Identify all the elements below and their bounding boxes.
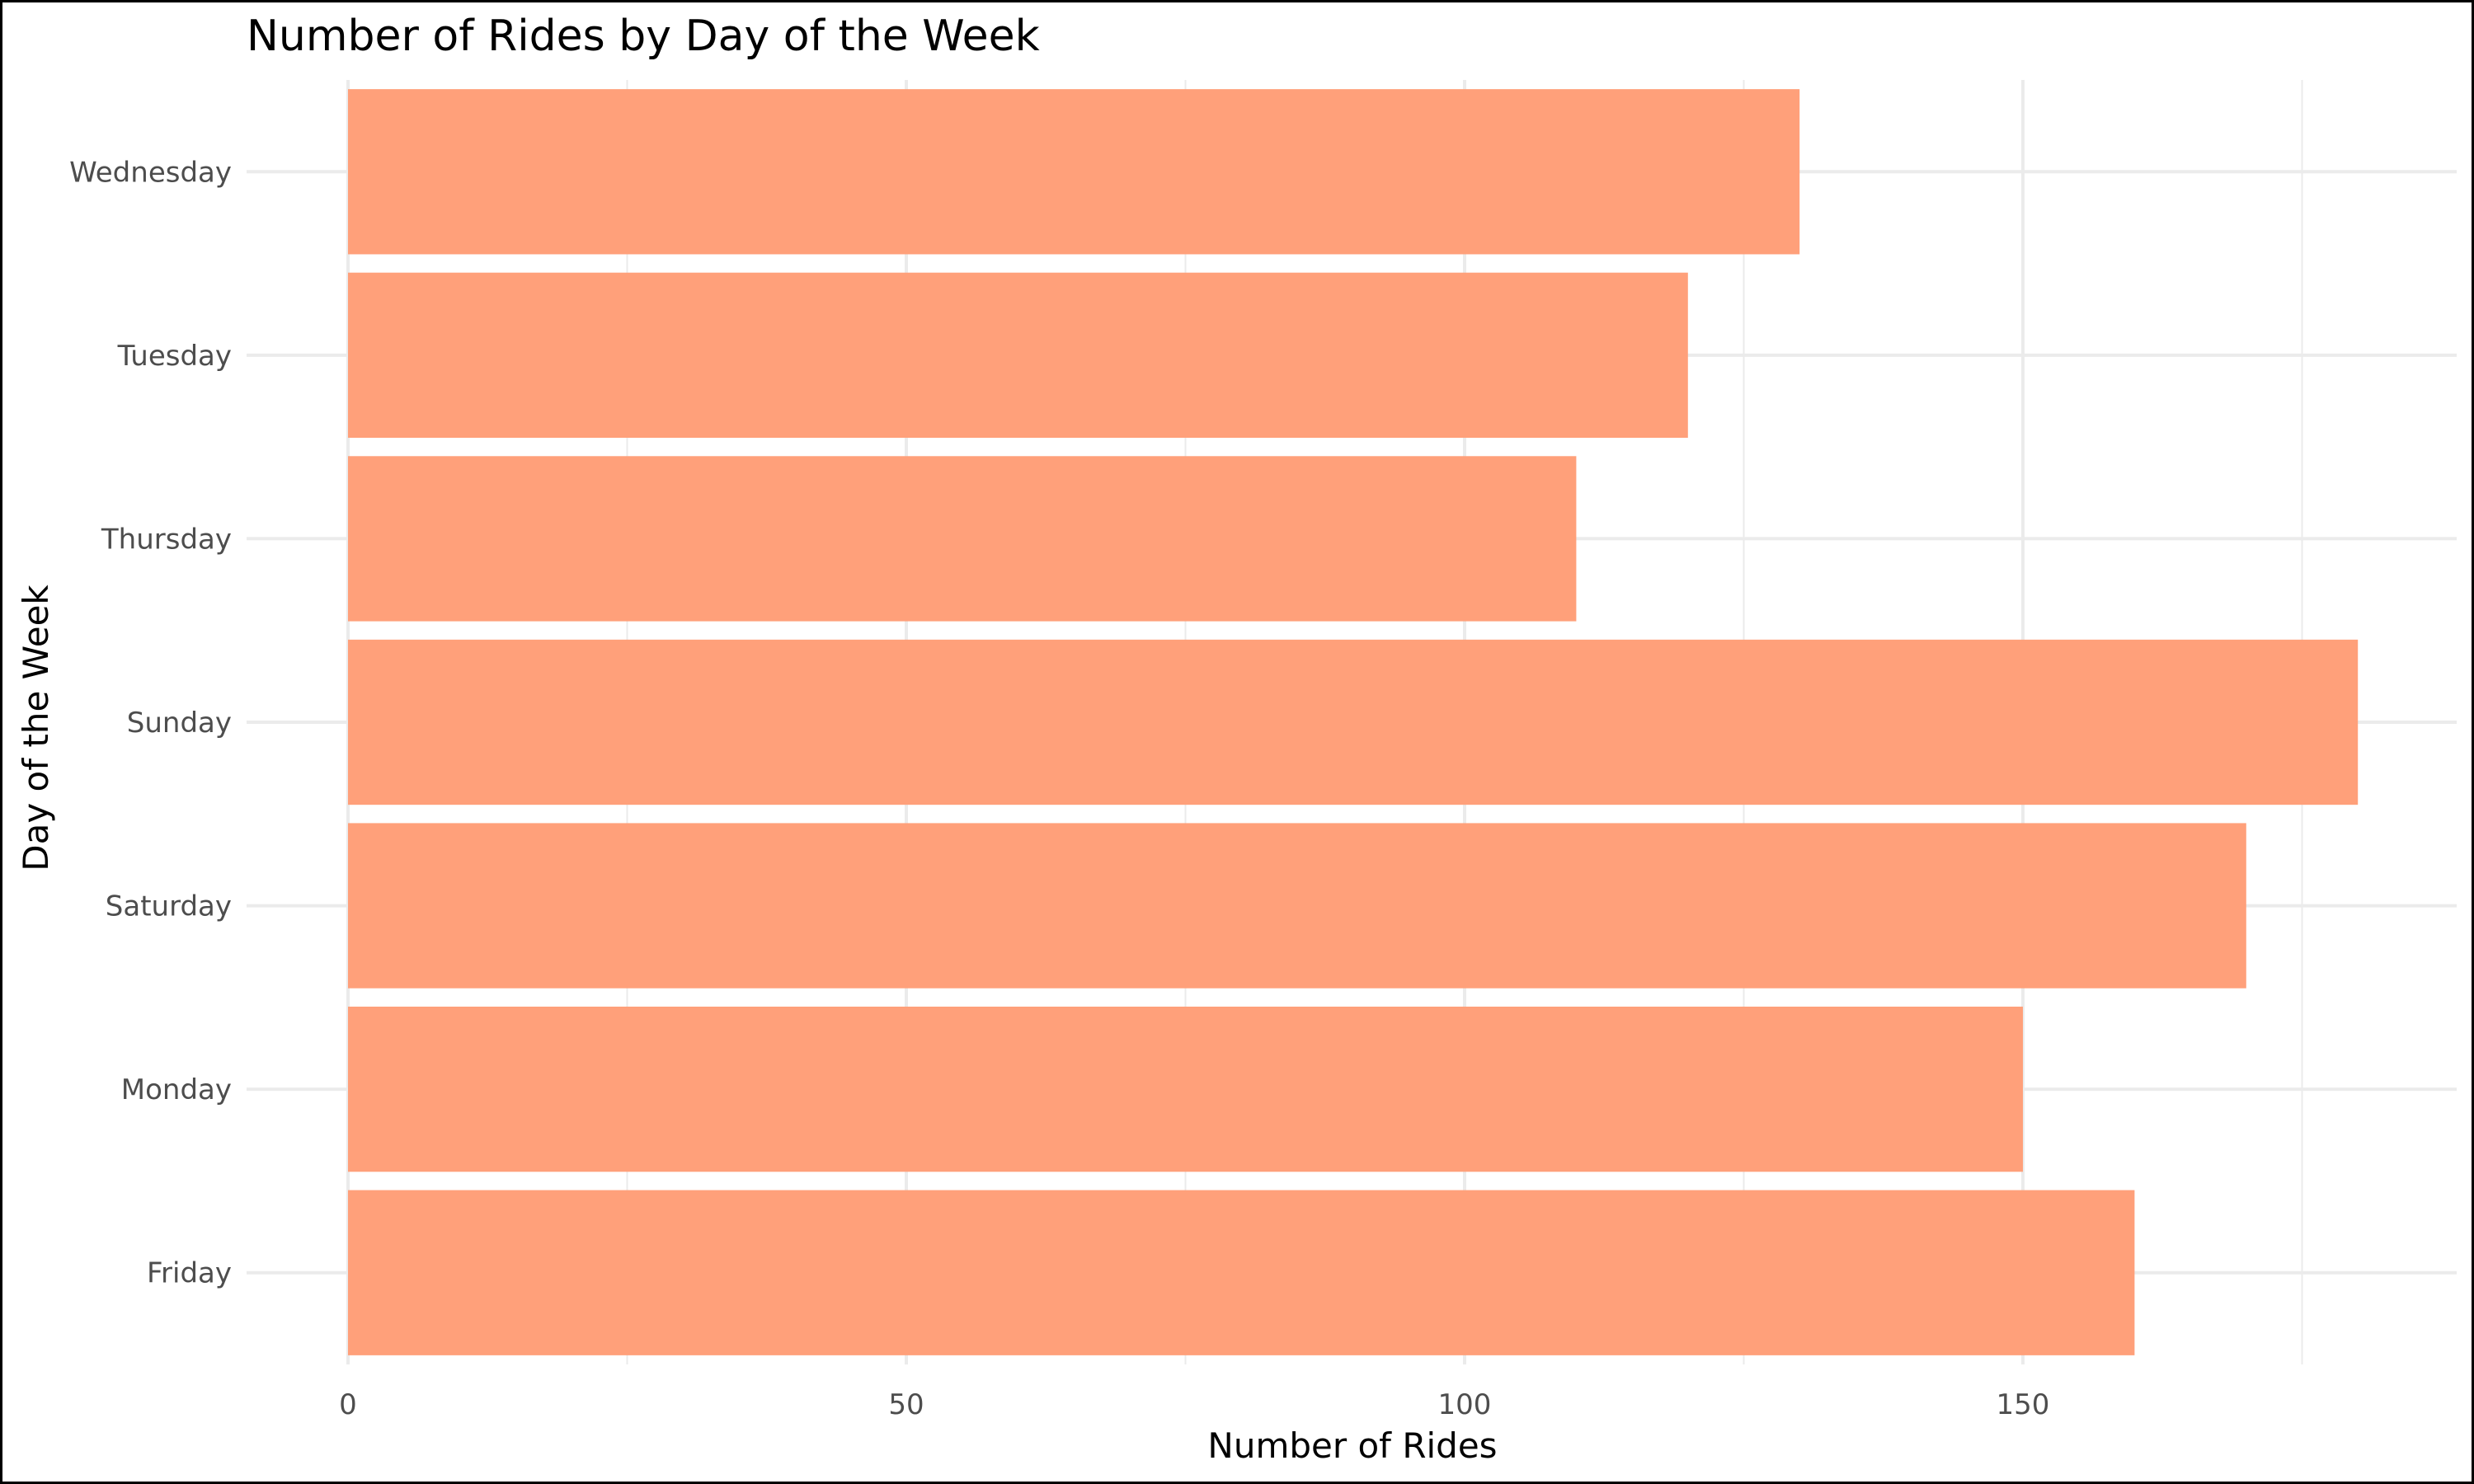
x-axis-title: Number of Rides xyxy=(1207,1425,1497,1466)
y-tick-label: Tuesday xyxy=(117,340,232,373)
x-tick-label: 50 xyxy=(888,1388,924,1421)
y-axis-title: Day of the Week xyxy=(16,585,56,871)
y-tick-label: Sunday xyxy=(127,707,232,740)
bar-monday xyxy=(348,1006,2023,1172)
y-tick-label: Friday xyxy=(147,1257,232,1290)
bar-thursday xyxy=(348,456,1577,622)
x-axis-tick-labels: 0 50 100 150 xyxy=(339,1388,2049,1421)
x-tick-label: 0 xyxy=(339,1388,357,1421)
y-tick-label: Saturday xyxy=(106,890,232,923)
bar-friday xyxy=(348,1190,2135,1355)
chart-title: Number of Rides by Day of the Week xyxy=(247,12,1040,61)
bars xyxy=(348,89,2359,1355)
y-tick-label: Wednesday xyxy=(69,156,232,189)
x-tick-label: 100 xyxy=(1438,1388,1492,1421)
y-axis-tick-labels: Wednesday Tuesday Thursday Sunday Saturday Mo… xyxy=(69,156,232,1289)
bar-saturday xyxy=(348,823,2246,989)
y-tick-label: Thursday xyxy=(101,523,232,556)
bar-wednesday xyxy=(348,89,1800,255)
x-tick-label: 150 xyxy=(1997,1388,2050,1421)
bar-tuesday xyxy=(348,272,1688,439)
y-tick-label: Monday xyxy=(121,1073,232,1106)
bar-sunday xyxy=(348,639,2359,805)
